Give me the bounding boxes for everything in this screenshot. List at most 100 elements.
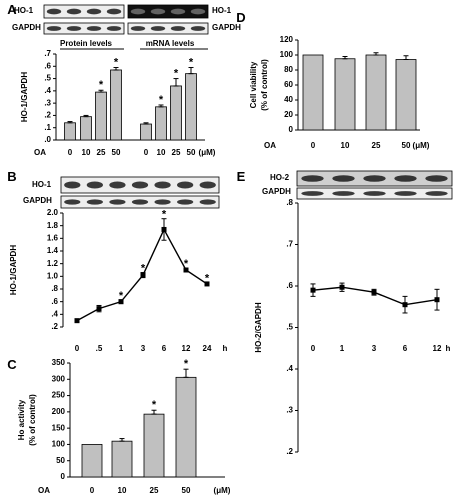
data-point	[402, 302, 408, 308]
y-axis-b-tick-label: 2.0	[47, 208, 59, 217]
y-axis-d-tick-label: 60	[284, 80, 293, 89]
blot-b-ho1-band	[177, 181, 194, 189]
blot-b-gapdh-band	[64, 199, 81, 205]
blot-e-ho2-band	[394, 175, 417, 182]
group-label-mrna: mRNA levels	[146, 39, 195, 48]
y-axis-e-tick-label: .3	[286, 406, 293, 415]
y-axis-a-tick-label: .6	[44, 61, 51, 70]
bar	[81, 444, 103, 478]
y-axis-d-tick-label: 20	[284, 110, 293, 119]
group-label-protein: Protein levels	[60, 39, 113, 48]
y-axis-a-tick-label: .3	[44, 98, 51, 107]
x-tick-label: 10	[82, 148, 91, 157]
x-tick-label: 0	[144, 148, 149, 157]
blot-e-ho2-band	[301, 175, 324, 182]
y-axis-a-tick-label: .2	[44, 111, 51, 120]
bar	[64, 122, 76, 141]
y-axis-c-tick-label: 100	[52, 440, 66, 449]
y-axis-e-tick-label: .5	[286, 323, 293, 332]
blot-a-mrna-ho1	[127, 4, 209, 19]
x-tick-label: 50	[402, 141, 411, 150]
x-tick-label: 24	[203, 344, 212, 353]
data-point	[183, 267, 189, 273]
data-point	[339, 284, 345, 290]
significance-star: *	[205, 273, 210, 285]
blot-a-mrna-gapdh-band	[150, 26, 166, 31]
significance-star: *	[152, 399, 157, 411]
x-tick-label: 12	[182, 344, 191, 353]
y-axis-c-tick-label: 350	[52, 358, 66, 367]
blot-b-gapdh-band	[131, 199, 149, 205]
bar	[185, 73, 197, 141]
x-tick-label: 6	[162, 344, 167, 353]
y-axis-title-a: HO-1/GAPDH	[20, 72, 29, 122]
bar	[334, 58, 356, 131]
y-axis-e-tick-label: .2	[286, 447, 293, 456]
x-tick-label: 0	[90, 486, 95, 495]
y-axis-a-tick-label: .7	[44, 49, 51, 58]
y-axis-c-tick-label: 300	[52, 374, 66, 383]
y-axis-d-tick-label: 100	[280, 50, 294, 59]
x-tick-label: 50	[112, 148, 121, 157]
blot-e-gapdh-band	[301, 191, 324, 196]
x-tick-label: 25	[97, 148, 106, 157]
blot-label-gapdh: GAPDH	[212, 23, 241, 32]
y-axis-title-e: HO-2/GAPDH	[254, 302, 263, 352]
bar	[302, 54, 324, 131]
y-axis-a-tick-label: .0	[44, 135, 51, 144]
y-axis-b-tick-label: .8	[51, 284, 58, 293]
y-axis-c-tick-label: 150	[52, 423, 66, 432]
y-axis-b-tick-label: .6	[51, 297, 58, 306]
y-axis-c-tick-label: 250	[52, 391, 66, 400]
blot-a-mrna-ho1-band	[170, 8, 186, 15]
x-tick-label: 1	[340, 344, 345, 353]
significance-star: *	[162, 209, 167, 221]
y-axis-a-tick-label: .5	[44, 74, 51, 83]
blot-b-ho1-band	[109, 181, 126, 189]
blot-b-ho1-band	[199, 181, 216, 189]
x-tick-label: 0	[311, 141, 316, 150]
blot-a-mrna-gapdh	[127, 22, 209, 35]
blot-a-protein-gapdh-band	[86, 26, 102, 31]
blot-a-protein-ho1	[43, 4, 125, 19]
unit-label-d: (μM)	[413, 141, 430, 150]
blot-label-gapdh: GAPDH	[12, 23, 41, 32]
blot-label-gapdh: GAPDH	[23, 196, 52, 205]
bar	[170, 85, 182, 141]
bar	[110, 69, 122, 141]
blot-a-protein-ho1-band	[66, 8, 82, 15]
blot-a-protein-ho1-band	[106, 8, 122, 15]
blot-a-mrna-ho1-band	[190, 8, 206, 15]
x-axis-title-a: OA	[34, 148, 46, 157]
bar	[111, 440, 133, 478]
y-axis-title-c: Ho activity	[17, 399, 26, 440]
significance-star: *	[114, 57, 119, 69]
blot-label-ho2: HO-2	[270, 173, 290, 182]
blot-a-mrna-gapdh-band	[130, 26, 146, 31]
blot-e-gapdh-band	[332, 191, 355, 196]
blot-b-gapdh-band	[86, 199, 103, 205]
blot-a-mrna-ho1-band	[130, 8, 146, 15]
data-point	[140, 272, 146, 278]
data-point	[161, 226, 167, 232]
bar	[395, 59, 417, 131]
blot-a-protein-gapdh-band	[66, 26, 82, 31]
significance-star: *	[119, 290, 124, 302]
bar	[80, 116, 92, 141]
data-point	[204, 281, 210, 287]
x-tick-label: 25	[150, 486, 159, 495]
blot-a-mrna-gapdh-band	[170, 26, 186, 31]
y-axis-c-tick-label: 50	[56, 456, 65, 465]
data-point	[371, 289, 377, 295]
blot-a-protein-gapdh-band	[106, 26, 122, 31]
bar	[175, 376, 197, 478]
blot-b-gapdh-band	[199, 199, 216, 205]
y-axis-subtitle-d: (% of control)	[260, 59, 269, 111]
y-axis-title-d: Cell viability	[249, 61, 258, 108]
y-axis-b-tick-label: 1.0	[47, 271, 59, 280]
x-tick-label: 10	[341, 141, 350, 150]
bar	[140, 123, 152, 141]
blot-label-ho1: HO-1	[14, 6, 34, 15]
blot-e-gapdh-band	[363, 191, 386, 196]
blot-a-protein-gapdh-band	[46, 26, 62, 31]
